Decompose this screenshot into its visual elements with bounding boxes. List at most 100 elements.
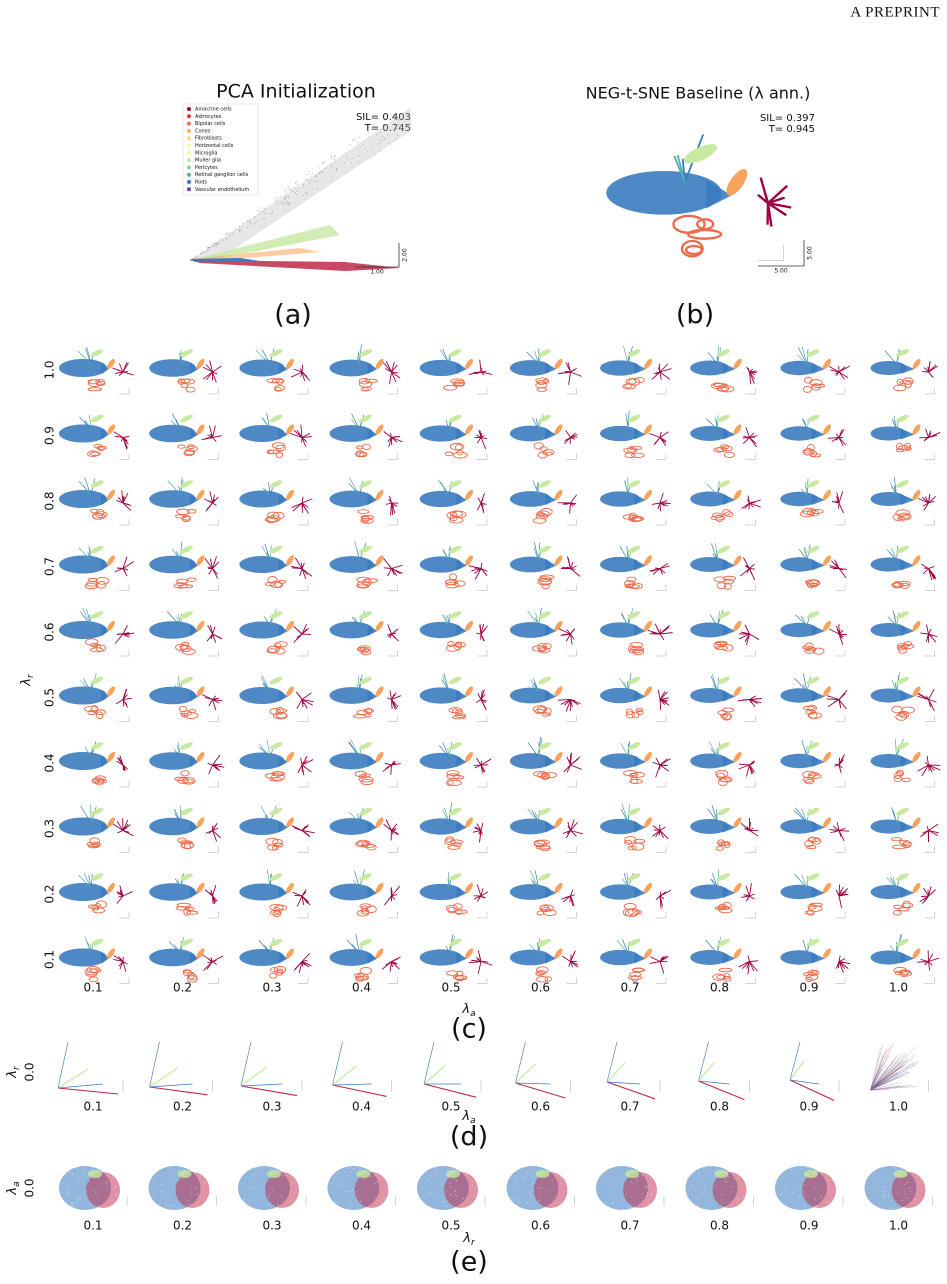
cluster-amacrine — [570, 961, 579, 966]
scatter-dot — [153, 1171, 155, 1173]
cluster-amacrine — [561, 895, 571, 900]
cluster-amacrine — [208, 568, 213, 575]
cluster-spike — [802, 939, 808, 954]
cluster-amacrine — [568, 371, 571, 385]
cluster-amacrine — [476, 958, 482, 962]
cluster-amacrine — [570, 764, 582, 770]
cluster-amacrine — [749, 883, 752, 897]
cluster-muller — [896, 873, 909, 881]
legend-marker — [187, 180, 191, 184]
cluster-blob — [625, 1170, 639, 1178]
cluster-rods-tail — [101, 690, 109, 702]
scatter-dot — [308, 171, 310, 173]
scatter-dot — [246, 220, 248, 222]
cluster-bipolar — [178, 705, 188, 713]
cluster-bipolar — [452, 842, 462, 847]
cluster-amacrine — [122, 435, 130, 438]
cluster-bipolar — [86, 965, 100, 974]
cluster-amacrine — [391, 762, 396, 766]
embedding-thumbnail — [870, 477, 936, 526]
scatter-dot — [325, 167, 327, 169]
embedding-thumbnail — [329, 344, 401, 395]
scatter-dot — [284, 198, 286, 200]
scatter-dot — [517, 1204, 519, 1206]
legend-box — [182, 103, 259, 196]
scatter-streak — [698, 1080, 745, 1101]
scatter-streak — [789, 1079, 835, 1101]
scatter-dot — [229, 232, 231, 234]
cluster-amacrine — [122, 561, 135, 569]
cluster-amacrine — [659, 563, 669, 569]
embedding-thumbnail — [600, 477, 671, 526]
cluster-muller — [180, 807, 193, 816]
cluster-rods — [149, 359, 196, 377]
cluster-amacrine — [749, 502, 754, 508]
cluster-amacrine — [212, 961, 217, 966]
cluster-cones — [464, 620, 474, 632]
cluster-amacrine — [390, 764, 392, 775]
scatter-dot — [815, 1205, 817, 1207]
scatter-dot — [476, 1201, 478, 1203]
cluster-amacrine — [117, 830, 124, 834]
cluster-spike — [88, 874, 92, 889]
cluster-bipolar — [723, 582, 732, 590]
scatter-dot — [82, 1170, 84, 1172]
scatter-dot — [330, 156, 332, 158]
cluster-bipolar — [804, 840, 814, 848]
scatter-dot — [321, 162, 323, 164]
scatter-dot — [153, 1208, 155, 1210]
cluster-rods-tail — [189, 821, 199, 833]
scatter-dot — [356, 1191, 358, 1193]
cluster-bipolar — [901, 777, 911, 783]
cluster-bipolar — [275, 647, 286, 655]
scatter-dot — [242, 222, 244, 224]
cluster-blob — [893, 1170, 908, 1178]
scatter-dot — [248, 219, 250, 221]
cluster-amacrine — [927, 889, 929, 897]
cluster-amacrine — [566, 830, 571, 834]
scatter-streak — [515, 1063, 536, 1084]
scatter-dot — [804, 1184, 806, 1186]
cluster-cones — [912, 751, 921, 763]
cluster-amacrine — [652, 761, 661, 766]
scatter-dot — [817, 1205, 819, 1207]
scatter-dot — [165, 1204, 167, 1206]
cluster-blob — [354, 1172, 389, 1208]
scatter-dot — [651, 1194, 653, 1196]
cluster-amacrine — [928, 764, 933, 773]
panel-b-caption: (b) — [676, 300, 714, 331]
cluster-amacrine — [301, 961, 312, 967]
cluster-spike — [266, 740, 271, 758]
scatter-dot — [289, 1209, 291, 1211]
cluster-cones — [106, 948, 116, 959]
scatter-dot — [243, 1199, 245, 1201]
cluster-bipolar — [353, 714, 367, 719]
cluster-rods — [59, 490, 107, 508]
cluster-cones — [375, 358, 384, 370]
cluster-spike — [619, 677, 629, 692]
cluster-spike — [713, 684, 718, 692]
cluster-amacrine — [301, 628, 307, 635]
cluster-spike — [348, 483, 360, 496]
cluster-amacrine — [296, 429, 303, 438]
cluster-amacrine — [659, 891, 662, 897]
cluster-bipolar — [265, 837, 279, 846]
cluster-amacrine — [207, 762, 213, 766]
cluster-amacrine — [212, 884, 217, 897]
cluster-amacrine — [114, 435, 124, 438]
cluster-amacrine — [202, 694, 213, 700]
cluster-bipolar — [895, 442, 904, 450]
scatter-dot — [802, 1190, 804, 1192]
cluster-bipolar — [715, 769, 729, 778]
scatter-dot — [240, 230, 242, 232]
cluster-spike — [616, 939, 629, 954]
cluster-cones — [196, 620, 205, 632]
cluster-muller — [806, 545, 820, 554]
cluster-bipolar — [684, 244, 704, 256]
cluster-blob — [267, 1170, 281, 1178]
legend-label: Horizontal cells — [195, 143, 234, 149]
scatter-dot — [225, 233, 227, 235]
cluster-amacrine — [748, 502, 750, 510]
cluster-bipolar — [722, 976, 732, 982]
cluster-amacrine — [391, 437, 403, 443]
